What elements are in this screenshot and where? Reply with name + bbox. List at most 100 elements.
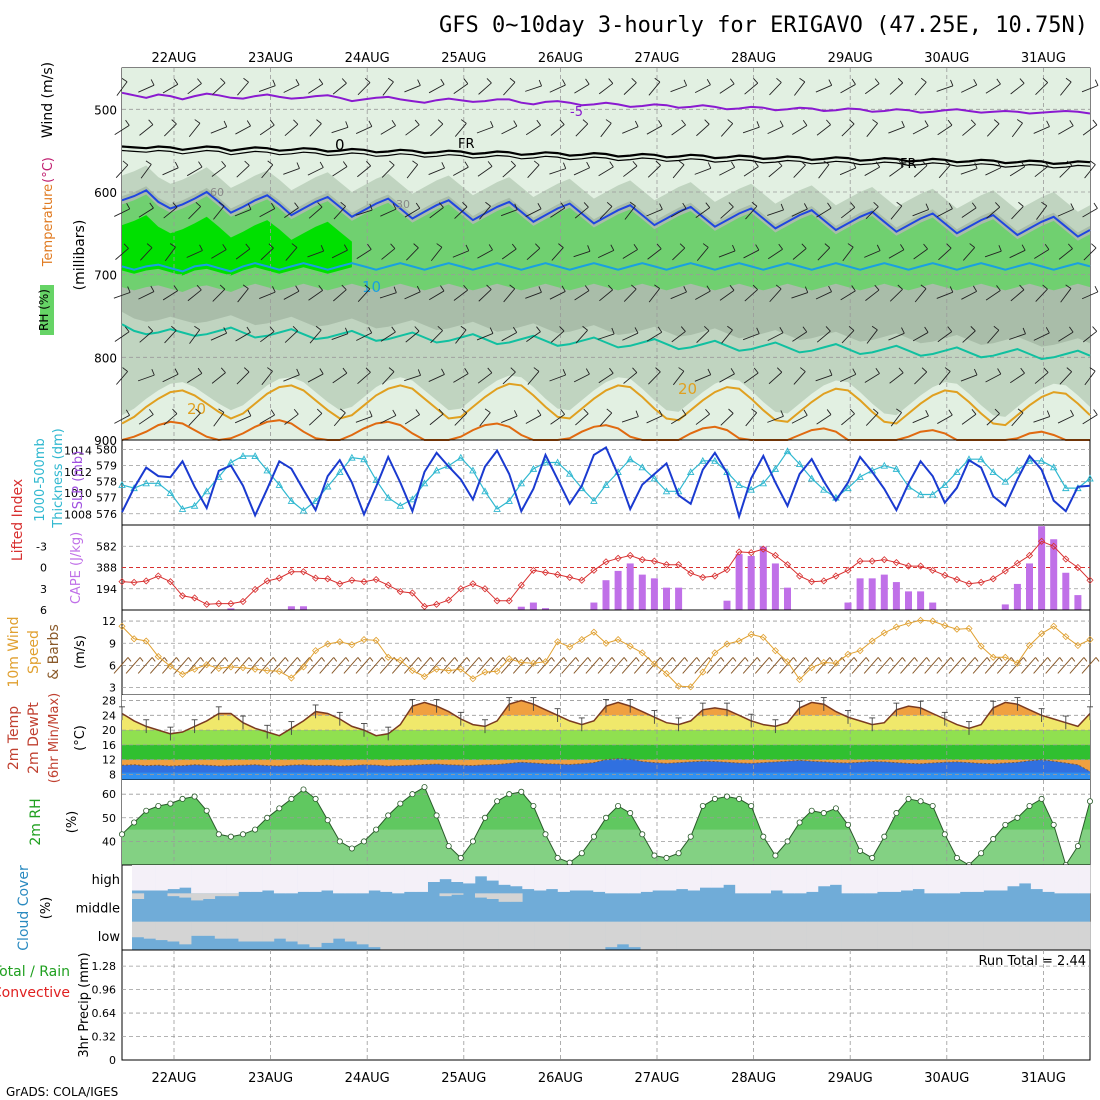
wind-barb bbox=[936, 202, 953, 218]
cloud-cell bbox=[1007, 921, 1020, 950]
wind10-barb bbox=[210, 657, 229, 674]
thickness-point bbox=[928, 490, 937, 498]
cloud-cell bbox=[285, 865, 298, 894]
cloud-cell bbox=[333, 921, 346, 939]
date-label-bottom: 23AUG bbox=[248, 1071, 293, 1086]
cloud-cell bbox=[557, 865, 570, 892]
precip-run-total: Run Total = 2.44 bbox=[978, 954, 1086, 969]
rh2m-point bbox=[699, 802, 706, 809]
wind-barb bbox=[573, 245, 591, 258]
wind10-point bbox=[118, 622, 126, 630]
wind-barb bbox=[912, 120, 929, 135]
wind10-point bbox=[239, 664, 247, 672]
wind10-barb bbox=[1021, 657, 1039, 674]
wind-barb bbox=[694, 162, 712, 175]
cloud-cell bbox=[463, 865, 476, 884]
thickness-point bbox=[432, 466, 441, 474]
cloud-cell bbox=[628, 921, 641, 948]
wind-barb bbox=[575, 325, 588, 344]
wind10-barb bbox=[186, 657, 204, 674]
li-point bbox=[154, 572, 162, 580]
wind-barb bbox=[186, 161, 203, 177]
wind10-point bbox=[614, 635, 622, 644]
rh2m-point bbox=[445, 843, 452, 850]
li-point bbox=[602, 558, 610, 566]
wind-barb bbox=[357, 160, 372, 178]
panel-rh2m bbox=[119, 779, 1094, 869]
date-label-bottom: 25AUG bbox=[441, 1071, 486, 1086]
cloud-cell bbox=[380, 865, 393, 892]
thickness-tick: 577 bbox=[96, 492, 117, 505]
wind-barb bbox=[984, 245, 1002, 258]
li-axis-label: Lifted Index bbox=[10, 479, 26, 561]
cape-bar bbox=[300, 606, 307, 610]
cloud-cell bbox=[498, 865, 511, 885]
wind-barb bbox=[502, 367, 516, 385]
wind-barb bbox=[648, 367, 661, 385]
cape-bar bbox=[868, 578, 876, 610]
wind10-point bbox=[396, 656, 404, 664]
rh2m-point bbox=[397, 800, 404, 807]
wind10-point bbox=[336, 638, 344, 646]
cloud-cell bbox=[900, 921, 913, 950]
date-label-top: 31AUG bbox=[1021, 51, 1066, 66]
contour-label: 20 bbox=[187, 400, 206, 418]
wind-barb bbox=[113, 286, 131, 299]
isotherm-0 bbox=[121, 189, 1091, 238]
wind10-barb bbox=[537, 657, 555, 674]
wind-barb bbox=[549, 368, 567, 382]
cape-bar bbox=[747, 555, 755, 610]
cloud-cell bbox=[676, 865, 689, 890]
cape-bar bbox=[917, 591, 925, 610]
li-point bbox=[808, 578, 816, 586]
wind-barb bbox=[841, 119, 855, 137]
dew-line bbox=[121, 758, 1091, 772]
wind10-point bbox=[1001, 653, 1009, 661]
cloud-cell bbox=[770, 865, 783, 891]
rh2m-point bbox=[324, 817, 331, 824]
cloud-cell bbox=[900, 865, 913, 891]
thickness-point bbox=[420, 479, 429, 487]
precip-tick: 1.28 bbox=[92, 960, 117, 973]
wind10-point bbox=[275, 667, 283, 675]
cloud-cell bbox=[758, 921, 771, 950]
cloud-cell bbox=[368, 865, 381, 891]
wind-barb bbox=[791, 203, 808, 217]
wind10-point bbox=[251, 665, 259, 673]
wind-barb bbox=[767, 243, 783, 260]
wind10-point bbox=[699, 668, 707, 676]
rh2m-point bbox=[518, 788, 525, 795]
cloud-cell bbox=[510, 921, 523, 950]
rh2m-label: 2m RH bbox=[28, 798, 44, 845]
li-point bbox=[832, 572, 840, 580]
wind-barb bbox=[742, 327, 760, 341]
wind-barb bbox=[865, 201, 879, 220]
wind-barb bbox=[961, 285, 978, 300]
cape-axis-label: CAPE (J/kg) bbox=[69, 532, 84, 604]
wind-barb bbox=[285, 243, 298, 261]
wind-barb bbox=[866, 325, 878, 344]
wind-barb bbox=[769, 77, 782, 96]
cloud-cell bbox=[888, 921, 902, 950]
wind-barb bbox=[768, 367, 783, 385]
wind-barb bbox=[164, 243, 176, 262]
wind-barb bbox=[210, 120, 228, 134]
wind10-point bbox=[965, 624, 973, 633]
date-label-top: 28AUG bbox=[731, 51, 776, 66]
li-point bbox=[505, 597, 513, 605]
rh2m-point bbox=[917, 798, 924, 805]
cloud-cell bbox=[427, 865, 440, 882]
rh2m-point bbox=[736, 795, 743, 802]
cloud-cell bbox=[143, 921, 156, 939]
cloud-cell bbox=[522, 865, 535, 890]
thickness-point bbox=[638, 463, 647, 471]
wind-barb bbox=[914, 284, 927, 303]
wind-barb bbox=[406, 160, 419, 179]
wind-barb bbox=[404, 79, 421, 93]
cape-bar bbox=[602, 580, 610, 610]
cloud-cell bbox=[415, 865, 428, 892]
cloud-cell bbox=[238, 921, 251, 942]
wind-barb bbox=[743, 244, 760, 259]
wind-barb bbox=[864, 367, 880, 383]
wind-barb bbox=[114, 409, 130, 424]
